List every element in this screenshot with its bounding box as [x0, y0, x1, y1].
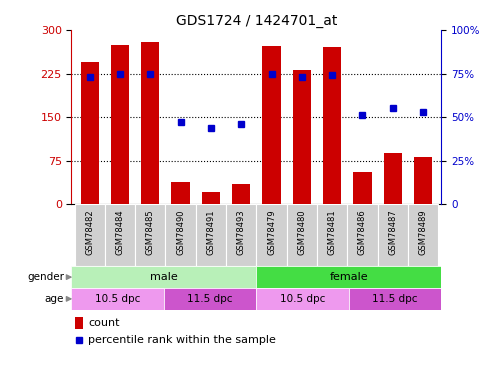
Text: percentile rank within the sample: percentile rank within the sample	[88, 335, 276, 345]
Bar	[226, 204, 256, 266]
Bar	[75, 317, 83, 328]
Text: male: male	[150, 272, 178, 282]
Bar	[414, 157, 432, 204]
Bar	[111, 45, 129, 204]
Text: GSM78486: GSM78486	[358, 209, 367, 255]
Bar	[262, 46, 281, 204]
Bar	[256, 288, 349, 310]
Bar	[80, 62, 99, 204]
Bar	[172, 182, 190, 204]
Bar	[105, 204, 135, 266]
Text: age: age	[45, 294, 64, 304]
Text: count: count	[88, 318, 120, 328]
Text: GSM78482: GSM78482	[85, 209, 94, 255]
Text: GSM78489: GSM78489	[419, 209, 427, 255]
Text: GSM78491: GSM78491	[207, 209, 215, 255]
Bar	[408, 204, 438, 266]
Bar	[202, 192, 220, 204]
Bar	[166, 204, 196, 266]
Title: GDS1724 / 1424701_at: GDS1724 / 1424701_at	[176, 13, 337, 28]
Bar	[196, 204, 226, 266]
Bar	[317, 204, 347, 266]
Bar	[256, 266, 441, 288]
Text: GSM78490: GSM78490	[176, 209, 185, 255]
Bar	[71, 266, 256, 288]
Bar	[378, 204, 408, 266]
Bar	[353, 172, 372, 204]
Text: GSM78493: GSM78493	[237, 209, 246, 255]
Bar	[349, 288, 441, 310]
Bar	[293, 69, 311, 204]
Bar	[286, 204, 317, 266]
Bar	[347, 204, 378, 266]
Text: 11.5 dpc: 11.5 dpc	[187, 294, 233, 304]
Bar	[135, 204, 166, 266]
Bar	[141, 42, 159, 204]
Text: female: female	[329, 272, 368, 282]
Text: GSM78484: GSM78484	[115, 209, 124, 255]
Text: 11.5 dpc: 11.5 dpc	[372, 294, 418, 304]
Bar	[323, 48, 341, 204]
Text: GSM78479: GSM78479	[267, 209, 276, 255]
Bar	[256, 204, 286, 266]
Bar	[232, 184, 250, 204]
Text: 10.5 dpc: 10.5 dpc	[95, 294, 141, 304]
Bar	[384, 153, 402, 204]
Text: GSM78481: GSM78481	[328, 209, 337, 255]
Bar	[74, 204, 105, 266]
Text: GSM78485: GSM78485	[146, 209, 155, 255]
Text: GSM78480: GSM78480	[297, 209, 306, 255]
Text: GSM78487: GSM78487	[388, 209, 397, 255]
Text: gender: gender	[27, 272, 64, 282]
Bar	[71, 288, 164, 310]
Bar	[164, 288, 256, 310]
Text: 10.5 dpc: 10.5 dpc	[280, 294, 325, 304]
